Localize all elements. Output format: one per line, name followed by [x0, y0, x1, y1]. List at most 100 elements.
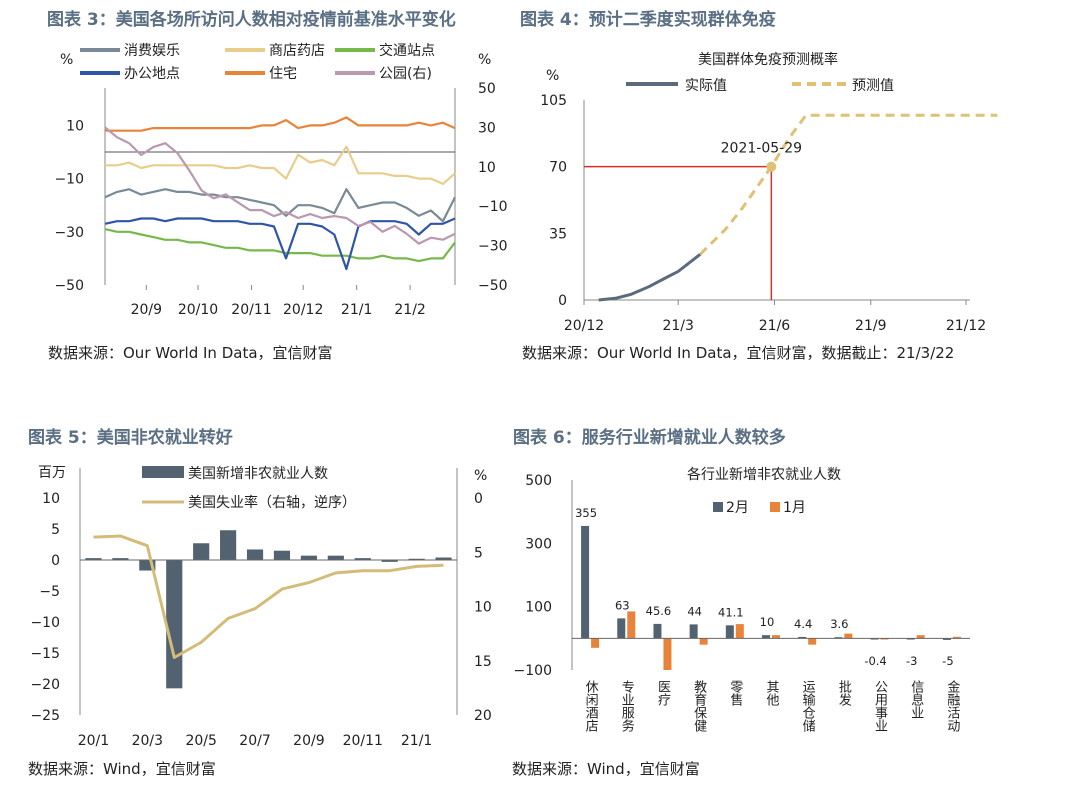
chart6-y-tick: 500 [525, 473, 552, 489]
chart6-feb-bar [870, 638, 879, 640]
chart5-left-tick: −5 [39, 584, 60, 600]
chart3-x-tick: 20/11 [231, 302, 271, 318]
chart6-category-label: 金融活动 [944, 679, 960, 733]
chart6-data-label: 10 [760, 615, 775, 629]
chart3-left-tick: 10 [66, 118, 84, 134]
chart6-jan-bar [627, 611, 636, 639]
chart6-data-label: 3.6 [830, 617, 848, 631]
chart5-right-tick: 10 [474, 600, 492, 616]
chart4-annotation-dot [766, 161, 777, 172]
chart5-left-tick: 10 [42, 491, 60, 507]
chart4-forecast-line [699, 113, 998, 256]
chart6: 各行业新增非农就业人数 500 300 100 −100 2月 1月 355 休闲酒店 63… [514, 467, 970, 733]
chart3-left-tick: −50 [54, 278, 84, 294]
chart3-title: 图表 3：美国各场所访问人数相对疫情前基准水平变化 [47, 9, 456, 30]
chart4-x-tick: 21/6 [759, 318, 791, 334]
chart5-right-tick: 5 [474, 545, 483, 561]
chart5-right-tick: 20 [474, 708, 492, 724]
chart5-legend-bar-label: 美国新增非农就业人数 [188, 466, 328, 482]
chart5-x-tick: 20/3 [132, 733, 163, 749]
chart5-right-tick: 15 [474, 654, 492, 670]
chart5-left-tick: 5 [51, 522, 60, 538]
chart3-left-unit: % [60, 52, 73, 68]
chart6-subtitle: 各行业新增非农就业人数 [687, 467, 841, 483]
chart4-x-tick: 21/12 [946, 318, 986, 334]
chart6-feb-bar [725, 625, 734, 639]
chart5-bar [273, 550, 291, 560]
chart3-x-tick: 20/9 [131, 302, 162, 318]
chart5-bar [246, 549, 264, 560]
chart3-series-line [105, 116, 456, 132]
chart4-actual-line [598, 253, 702, 302]
chart5-left-tick: −15 [30, 646, 60, 662]
chart6-data-label: 4.4 [794, 617, 812, 631]
chart3-right-tick: 30 [478, 120, 496, 136]
chart6-data-label: -3 [906, 654, 917, 668]
chart6-category-label: 信息业 [908, 680, 924, 719]
chart3-left-tick: −10 [54, 172, 84, 188]
chart6-legend-feb-label: 2月 [726, 500, 749, 516]
chart3-legend-label: 交通站点 [379, 42, 435, 59]
chart3-right-tick: 50 [478, 81, 496, 97]
chart3-series-line [104, 228, 456, 263]
chart5-x-tick: 20/1 [78, 733, 109, 749]
chart6-jan-bar [844, 633, 853, 639]
chart3-legend-label: 商店药店 [269, 43, 325, 59]
chart6-category-label: 专业服务 [619, 680, 635, 732]
chart6-data-label: 63 [615, 598, 630, 612]
chart6-feb-bar [762, 635, 770, 639]
chart6-data-label: -5 [942, 654, 953, 668]
chart5-bar [381, 560, 398, 562]
chart5-x-tick: 20/7 [239, 733, 270, 749]
chart5-bar [112, 558, 129, 560]
chart4-title: 图表 4：预计二季度实现群体免疫 [520, 9, 776, 30]
chart3-series-line [104, 126, 456, 245]
chart6-jan-bar [735, 624, 744, 639]
chart6-data-label: 41.1 [718, 605, 744, 619]
chart5-bar [354, 558, 371, 560]
chart6-category-label: 运输仓储 [800, 680, 816, 732]
chart3-x-tick: 21/1 [341, 302, 372, 318]
chart5: 百万 % 10 5 0 −5 −10 −15 −20 −25 0 5 10 15 20 20/1 20/… [30, 465, 491, 749]
chart5-bar [85, 558, 102, 560]
chart6-jan-bar [591, 638, 600, 648]
chart3: % % 10 −10 −30 −50 50 30 10 −10 −30 −50 20/9 20/1… [54, 42, 507, 318]
chart6-jan-bar [699, 638, 708, 645]
chart6-legend-jan-swatch [770, 502, 780, 512]
chart6-data-label: 355 [575, 506, 597, 520]
chart4-legend-actual-label: 实际值 [685, 78, 727, 94]
chart5-left-tick: −20 [30, 677, 60, 693]
chart5-left-tick: 0 [51, 553, 60, 569]
chart6-category-label: 零售 [727, 680, 743, 706]
chart6-jan-bar [952, 636, 961, 639]
chart5-x-tick: 20/11 [343, 733, 383, 749]
chart4-source: 数据来源：Our World In Data，宜信财富，数据截止：21/3/22 [522, 344, 954, 362]
chart3-right-tick: −50 [478, 278, 508, 294]
chart6-feb-bar [617, 618, 626, 639]
chart4-y-unit: % [546, 68, 559, 84]
chart3-x-tick: 21/2 [394, 302, 425, 318]
chart3-right-tick: −10 [478, 199, 508, 215]
chart6-y-tick: −100 [514, 663, 552, 679]
chart5-bar [193, 543, 210, 560]
chart4-y-tick: 0 [558, 293, 567, 309]
chart4-y-tick: 35 [549, 226, 567, 242]
chart5-bar [300, 555, 317, 560]
chart6-feb-bar [689, 624, 698, 639]
chart6-jan-bar [916, 635, 925, 639]
chart6-category-label: 其他 [764, 680, 780, 707]
chart5-source: 数据来源：Wind，宜信财富 [28, 760, 216, 778]
chart3-legend-label: 公园(右) [379, 66, 432, 82]
chart4: 美国群体免疫预测概率 % 105 70 35 0 20/12 21/3 21/6 21/9 2… [540, 51, 998, 334]
chart3-x-tick: 20/12 [283, 302, 323, 318]
chart5-right-tick: 0 [474, 491, 483, 507]
chart6-jan-bar [663, 638, 672, 670]
chart5-left-tick: −10 [30, 615, 60, 631]
chart5-unemployment-line [93, 534, 444, 659]
chart4-legend-forecast-label: 预测值 [852, 78, 894, 94]
chart3-series-line [104, 217, 456, 271]
chart5-bar [139, 560, 156, 571]
chart5-bar [327, 555, 344, 560]
chart5-title: 图表 5：美国非农就业转好 [28, 427, 233, 448]
